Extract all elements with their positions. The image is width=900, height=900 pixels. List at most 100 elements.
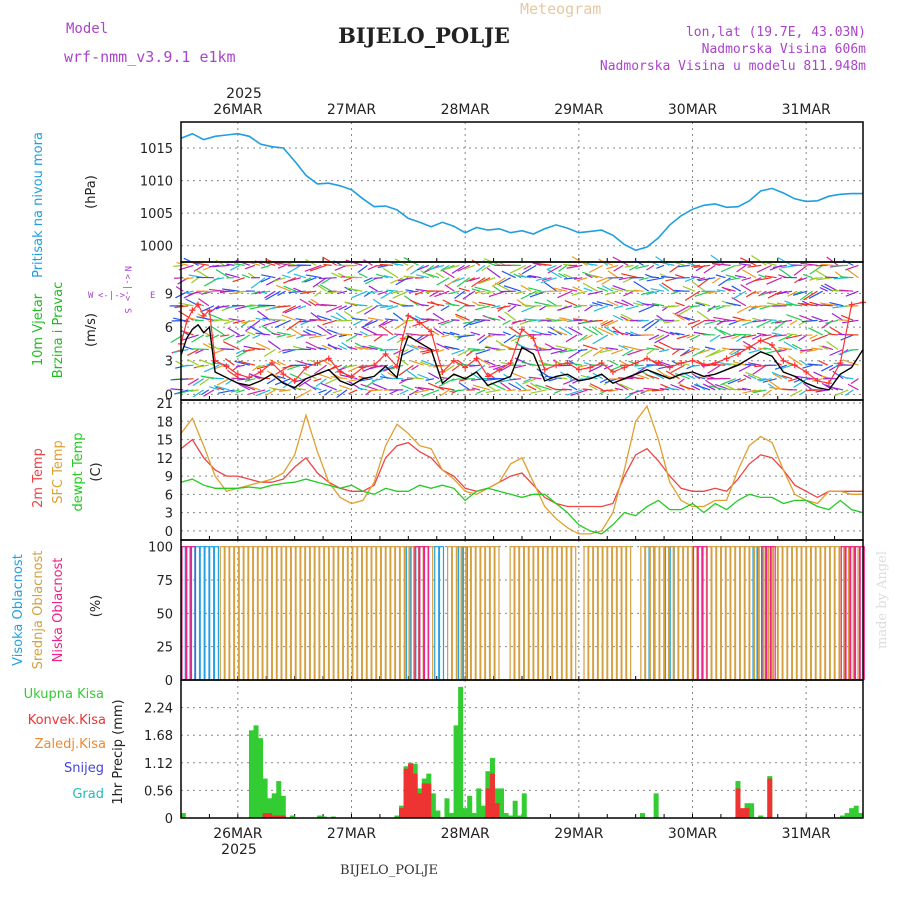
wind-arrow: [794, 277, 803, 284]
wind-arrow: [217, 389, 235, 394]
cloud-bar: [271, 546, 277, 680]
wind-arrow: [358, 272, 368, 279]
wind-arrow: [554, 360, 568, 366]
wind-arrow: [561, 286, 578, 292]
cloud-bar: [248, 546, 254, 680]
gust-marker: [848, 301, 855, 308]
wind-arrow: [829, 301, 844, 307]
wind-arrow: [773, 334, 787, 337]
wind-arrow: [462, 290, 476, 300]
wind-arrow: [367, 389, 383, 392]
precip-bar: [271, 793, 277, 818]
wind-arrow: [416, 274, 429, 279]
wind-arrow: [523, 318, 542, 321]
cloud-bar: [390, 546, 396, 680]
wind-arrow: [590, 274, 603, 279]
cloud-bar: [219, 546, 225, 680]
wind-arrow: [591, 302, 603, 307]
wind-arrow: [332, 389, 343, 394]
wind-arrow: [187, 348, 199, 356]
wind-arrow: [215, 269, 230, 279]
wind-arrow: [244, 264, 256, 270]
wind-arrow: [414, 386, 424, 391]
cloud-bar: [725, 546, 731, 680]
cloud-panel: 0 25 50 75 100: [148, 539, 865, 689]
wind-arrow: [512, 319, 527, 324]
wind-arrow: [787, 378, 798, 382]
wind-arrow: [725, 274, 736, 279]
wind-arrow: [426, 305, 435, 311]
wind-arrow: [764, 348, 782, 355]
gust-marker: [234, 371, 241, 378]
wind-arrow: [663, 319, 675, 322]
wind-arrow: [235, 364, 245, 368]
wind-arrow: [300, 290, 317, 295]
wind-arrow: [299, 298, 312, 307]
wind-arrow: [695, 302, 706, 307]
cloud-bar: [626, 546, 632, 680]
wind-arrow: [260, 264, 271, 269]
cloud-bar: [229, 546, 235, 680]
wind-arrow: [629, 264, 639, 271]
wind-arrow: [847, 269, 859, 279]
cloud-bar: [404, 546, 410, 680]
cloud-bar: [361, 546, 367, 680]
wind-arrow: [482, 290, 496, 295]
wind-arrow: [344, 364, 358, 368]
gust-marker: [712, 359, 719, 366]
wind-arrow: [386, 305, 399, 310]
precip-bar: [480, 805, 486, 818]
wind-arrow: [833, 277, 849, 280]
wind-arrow: [389, 389, 399, 395]
wind-arrow: [820, 284, 834, 292]
date-label-top: 29MAR: [554, 102, 603, 118]
cloud-series-2: [181, 546, 865, 680]
wind-arrow: [336, 319, 353, 322]
precip-bar: [639, 813, 645, 818]
precip-bar: [471, 813, 477, 818]
wind-arrow: [720, 334, 736, 339]
series-line-dewpt-temp: [180, 478, 864, 535]
precip-series-0: [180, 686, 864, 818]
precip-bar: [412, 773, 418, 818]
wind-arrow: [776, 348, 787, 353]
precip-unit: 1hr Precip (mm): [111, 699, 126, 804]
wind-arrow: [758, 290, 767, 297]
wind-arrow: [507, 302, 521, 307]
cloud-bar: [509, 546, 515, 680]
wind-arrow: [194, 348, 204, 355]
cloud-bar: [597, 546, 603, 680]
wind-arrow: [353, 319, 363, 326]
cloud-bar: [186, 546, 192, 680]
wind-arrow: [550, 347, 562, 351]
y-tick-label: 0: [165, 388, 173, 403]
wind-arrow: [372, 298, 384, 307]
wind-arrow: [803, 290, 818, 301]
wind-arrow: [419, 303, 429, 307]
precip-bar: [276, 781, 282, 818]
temp-label-3: dewpt Temp: [71, 432, 86, 511]
cloud-bar: [347, 546, 353, 680]
date-label-top: 26MAR: [213, 102, 262, 118]
wind-arrow: [557, 376, 567, 380]
wind-arrow: [275, 284, 291, 292]
wind-arrow: [727, 378, 742, 385]
wind-arrow: [227, 369, 240, 380]
compass-n: N: [122, 266, 132, 271]
wind-arrow: [698, 348, 711, 355]
wind-arrow: [557, 290, 573, 299]
wind-compass: W <-|-> E N <-|-> S: [88, 266, 155, 313]
wind-arrow: [304, 277, 317, 283]
wind-arrow: [525, 319, 537, 323]
cloud-bar: [470, 546, 476, 680]
wind-arrow: [827, 333, 839, 336]
y-tick-label: 2.24: [144, 702, 173, 717]
wind-arrow: [618, 277, 629, 281]
wind-arrow: [633, 281, 650, 292]
wind-arrow: [528, 287, 542, 292]
wind-arrow: [718, 361, 731, 366]
cloud-bar: [607, 546, 613, 680]
app-title: Meteogram: [520, 0, 601, 18]
wind-arrow: [649, 370, 665, 380]
wind-arrow: [565, 334, 578, 343]
